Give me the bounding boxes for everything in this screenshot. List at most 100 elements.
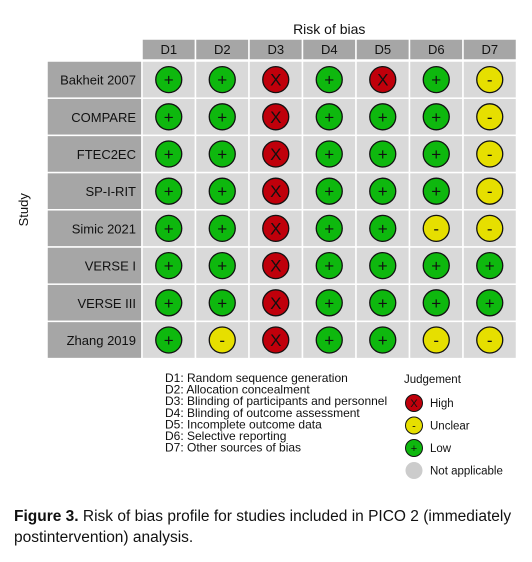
judgement-symbol: X [270,182,281,201]
study-label: VERSE I [85,259,136,274]
judgement-symbol: - [433,219,439,238]
judgement-symbol: - [433,331,439,350]
legend-label: High [430,398,454,410]
judgement-circle-low [476,289,504,317]
judgement-circle-low [208,214,236,243]
study-label-cell [46,134,143,174]
judgement-symbol: + [164,257,174,276]
judgement-circle-low [422,103,450,131]
judgement-circle-low [208,289,236,317]
judgement-circle-low [369,214,397,243]
judgement-circle-high [262,103,290,131]
judgement-symbol: + [378,294,388,313]
judgement-circle-low [369,326,397,354]
judgement-circle-low [315,65,343,94]
domain-header-label: D7 [481,42,498,57]
judgement-circle-low [208,103,236,131]
judgement-symbol: + [217,145,227,164]
judgement-circle-low [369,251,397,280]
domain-description: D2: Allocation concealment [165,383,310,397]
judgement-circle-low [315,289,343,317]
judgement-circle-low [155,103,183,131]
judgement-circle-low [422,140,450,168]
judgement-circle-high [262,177,290,205]
judgement-circle-low [155,289,183,317]
domain-description: D5: Incomplete outcome data [165,417,322,431]
judgement-circle-unclear [476,65,504,94]
judgement-circle-low [422,251,450,280]
domain-description: D4: Blinding of outcome assessment [165,406,360,420]
judgement-symbol: + [164,331,174,350]
judgement-circle-low [155,65,183,94]
domain-header-label: D5 [374,42,391,57]
risk-of-bias-chart: Risk of bias Study D1 D2 D3 D4 D5 D6 D7 Bakheit 2… [16,21,518,479]
judgement-circle-low [315,103,343,131]
judgement-symbol: + [378,331,388,350]
domain-description: D1: Random sequence generation [165,371,348,385]
y-axis-label: Study [16,193,31,227]
judgement-symbol: + [217,219,227,238]
study-label-cell [46,320,143,360]
judgement-circle-low [155,214,183,243]
domain-description: D7: Other sources of bias [165,441,301,455]
judgement-circle-high [262,65,290,94]
study-label-cell [46,171,143,211]
judgement-symbol: X [270,219,281,238]
judgement-symbol: + [485,257,495,276]
judgement-circle-low [208,65,236,94]
judgement-circle-unclear [476,326,504,354]
judgement-symbol: X [270,145,281,164]
judgement-symbol: + [324,182,334,201]
legend-marker-symbol: - [412,421,416,433]
judgement-symbol: - [219,331,225,350]
judgement-circle-unclear [476,177,504,205]
judgement-symbol: + [324,145,334,164]
domain-description: D3: Blinding of participants and personn… [165,394,387,408]
judgement-symbol: + [431,294,441,313]
judgement-symbol: X [270,331,281,350]
judgement-circle-low [315,326,343,354]
judgement-circle-low [315,177,343,205]
judgement-symbol: + [378,219,388,238]
judgement-circle-high [262,289,290,317]
judgement-symbol: + [217,71,227,90]
judgement-symbol: + [164,108,174,127]
legend-title: Judgement [404,374,462,386]
judgement-symbol: + [378,145,388,164]
study-label: COMPARE [71,110,136,125]
judgement-circle-unclear [422,326,450,354]
judgement-circle-low [369,177,397,205]
judgement-circle-high [262,214,290,243]
judgement-circle-low [155,177,183,205]
judgement-symbol: X [270,71,281,90]
domain-header-cell [462,38,518,61]
legend-label: Not applicable [430,466,503,478]
domain-header-label: D4 [321,42,338,57]
judgement-symbol: + [217,108,227,127]
judgement-symbol: + [378,257,388,276]
judgement-circle-unclear [208,326,236,354]
judgement-symbol: + [324,257,334,276]
judgement-circle-unclear [476,103,504,131]
judgement-symbol: + [324,71,334,90]
judgement-circle-high [262,251,290,280]
judgement-circle-low [315,140,343,168]
legend-marker-symbol: X [410,398,418,410]
study-label: Bakheit 2007 [60,73,136,88]
judgement-circle-low [155,140,183,168]
judgement-symbol: + [324,219,334,238]
judgement-symbol: + [217,257,227,276]
legend-marker-low [405,439,423,457]
judgement-circle-high [262,326,290,354]
study-label: FTEC2EC [77,147,136,162]
judgement-symbol: - [487,182,493,201]
judgement-circle-low [422,289,450,317]
study-label-cell [46,97,143,137]
judgement-symbol: + [431,108,441,127]
judgement-symbol: + [324,108,334,127]
judgement-symbol: - [487,145,493,164]
judgement-symbol: + [164,71,174,90]
figure-caption: Figure 3. Risk of bias profile for studi… [14,506,524,548]
judgement-symbol: + [431,182,441,201]
judgement-circle-low [155,251,183,280]
